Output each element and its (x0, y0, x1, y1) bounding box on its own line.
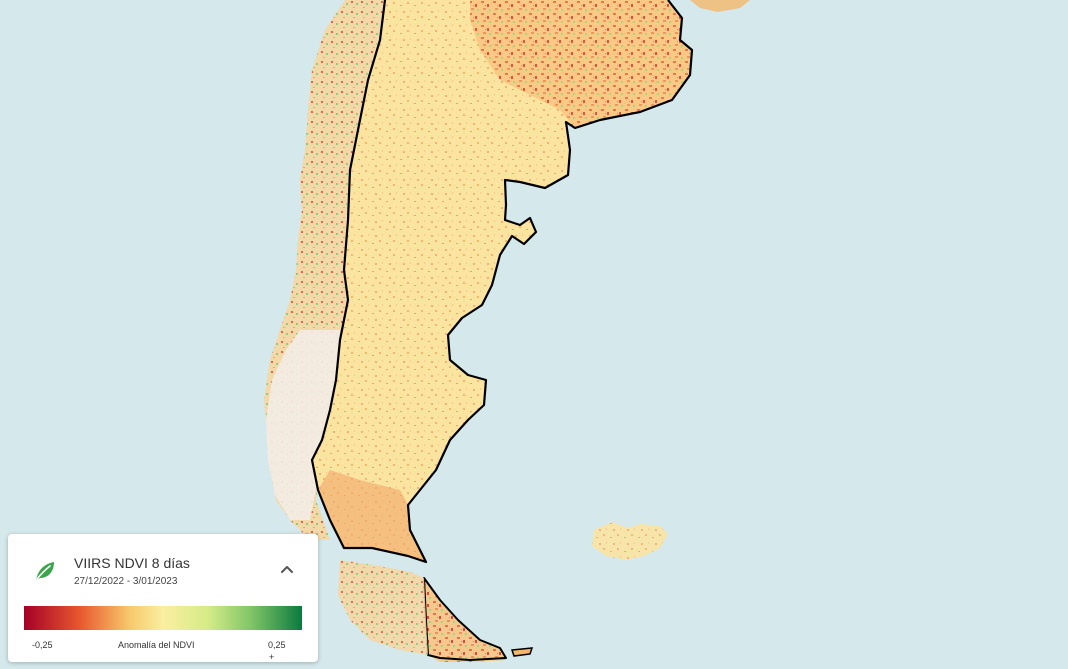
leaf-icon (36, 562, 54, 580)
legend-color-bar (24, 606, 302, 630)
legend-date-range: 27/12/2022 - 3/01/2023 (74, 576, 178, 587)
chile-fjords (266, 330, 340, 520)
argentina-north-region (470, 0, 692, 128)
isla-estados (510, 647, 534, 657)
legend-panel: VIIRS NDVI 8 días 27/12/2022 - 3/01/2023… (8, 534, 318, 662)
tierra-del-fuego-border (423, 577, 507, 661)
legend-plus-label: + (269, 652, 275, 662)
legend-max-label: 0,25 (268, 640, 286, 650)
chevron-up-icon[interactable] (278, 560, 296, 578)
argentina-landmass (312, 0, 692, 562)
uruguay-landmass (690, 0, 750, 12)
argentina-border (310, 0, 694, 564)
tierra-del-fuego (424, 578, 506, 662)
legend-axis-label: Anomalía del NDVI (118, 640, 195, 650)
legend-title: VIIRS NDVI 8 días (74, 555, 190, 571)
argentina-south-region (318, 470, 426, 562)
legend-min-label: -0,25 (32, 640, 53, 650)
chile-south-islands (338, 560, 428, 655)
islas-malvinas (592, 522, 668, 560)
